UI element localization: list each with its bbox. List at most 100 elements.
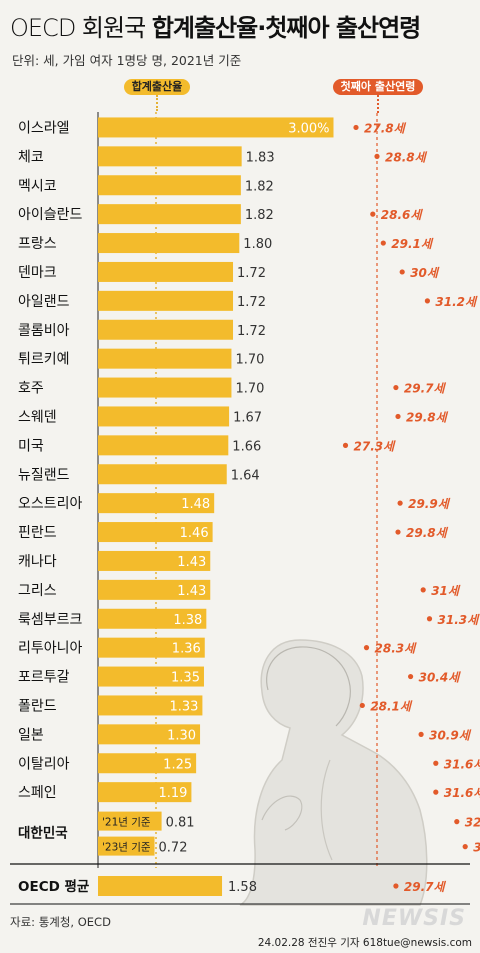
- age-dot: [380, 240, 386, 246]
- age-dot: [424, 298, 430, 304]
- tfr-value-label: 3.00%: [288, 121, 329, 136]
- legend-age-pill: 첫째아 출산연령: [333, 79, 423, 95]
- tfr-bar: [98, 117, 334, 138]
- age-dot: [433, 789, 439, 795]
- newsis-logo: NEWSIS: [362, 906, 466, 931]
- tfr-bar: [98, 406, 230, 427]
- tfr-value-label: 1.70: [235, 353, 264, 368]
- title-bold: 합계출산율·첫째아 출산연령: [151, 14, 421, 42]
- age-dot: [363, 645, 370, 651]
- tfr-bar: [98, 175, 241, 196]
- tfr-value-label: 1.38: [173, 613, 202, 628]
- tfr-value-label: 1.25: [163, 757, 192, 772]
- country-label: 캐나다: [18, 554, 57, 570]
- oecd-age-dot: [393, 883, 399, 889]
- tfr-bar: [98, 579, 211, 600]
- korea-year-label: '23년 기준: [102, 842, 151, 854]
- korea-age-label: 32.6세: [465, 816, 480, 830]
- age-dot: [395, 413, 401, 420]
- age-value-label: 29.1세: [391, 237, 434, 251]
- age-value-label: 27.8세: [364, 121, 407, 135]
- tfr-bar: [98, 233, 240, 254]
- tfr-bar: [98, 377, 232, 398]
- legend-age-connector: [377, 95, 379, 113]
- age-value-label: 28.1세: [370, 699, 413, 713]
- age-value-label: 31.3세: [438, 613, 480, 627]
- tfr-bar: [98, 637, 205, 658]
- title-light: OECD 회원국: [10, 14, 146, 42]
- tfr-bar: [98, 522, 213, 543]
- age-dot: [370, 211, 376, 217]
- oecd-tfr-value: 1.58: [228, 880, 257, 895]
- age-dot: [393, 384, 399, 391]
- age-dot: [374, 153, 380, 159]
- tfr-value-label: 1.82: [245, 208, 274, 223]
- country-label: 스웨덴: [18, 409, 57, 425]
- tfr-value-label: 1.48: [181, 497, 210, 512]
- age-value-label: 30세: [410, 266, 440, 280]
- age-value-label: 30.9세: [429, 728, 472, 742]
- tfr-bar: [98, 782, 192, 803]
- country-label: 리투아니아: [18, 641, 83, 657]
- age-dot: [359, 702, 365, 709]
- korea-tfr-value: 0.72: [159, 841, 188, 856]
- country-label: 오스트리아: [18, 496, 83, 512]
- tfr-value-label: 1.33: [169, 699, 198, 714]
- page-title: OECD 회원국 합계출산율·첫째아 출산연령: [10, 8, 421, 43]
- tfr-bar: [98, 146, 242, 167]
- tfr-value-label: 1.35: [171, 671, 200, 686]
- tfr-bar: [98, 695, 203, 716]
- age-dot: [420, 587, 426, 593]
- country-label: 핀란드: [18, 525, 57, 541]
- age-dot: [426, 616, 433, 622]
- country-label: 룩셈부르크: [18, 612, 83, 628]
- tfr-value-label: 1.36: [172, 642, 201, 657]
- tfr-bar: [98, 724, 201, 745]
- country-label: 일본: [18, 727, 44, 743]
- country-label: 튀르키예: [18, 352, 70, 368]
- age-value-label: 27.3세: [354, 439, 397, 453]
- oecd-age-label: 29.7세: [404, 880, 447, 894]
- korea-year-label: '21년 기준: [102, 817, 151, 829]
- tfr-value-label: 1.43: [177, 555, 206, 570]
- tfr-value-label: 1.64: [231, 468, 260, 483]
- korea-tfr-value: 0.81: [166, 816, 195, 831]
- tfr-value-label: 1.70: [235, 382, 264, 397]
- tfr-bar: [98, 493, 215, 514]
- country-label: 아이슬란드: [18, 207, 83, 223]
- country-label: 멕시코: [18, 178, 57, 194]
- oecd-average-label: OECD 평균: [18, 878, 90, 895]
- korea-tfr-bar: [98, 836, 155, 856]
- tfr-bar: [98, 666, 204, 687]
- tfr-value-label: 1.46: [180, 526, 209, 541]
- country-label: 이탈리아: [18, 756, 70, 772]
- age-dot: [399, 269, 405, 275]
- korea-age-dot: [454, 819, 460, 825]
- unit-subtitle: 단위: 세, 가임 여자 1명당 명, 2021년 기준: [12, 53, 242, 68]
- age-value-label: 28.8세: [385, 150, 428, 164]
- country-label: 이스라엘: [18, 120, 70, 136]
- country-label: 콜롬비아: [18, 323, 70, 339]
- country-label: 미국: [18, 438, 44, 454]
- age-value-label: 28.6세: [381, 208, 424, 222]
- tfr-value-label: 1.66: [232, 439, 261, 454]
- tfr-bar: [98, 550, 211, 571]
- age-dot: [408, 673, 414, 680]
- tfr-bar: [98, 319, 234, 340]
- age-value-label: 31세: [431, 584, 461, 598]
- legend-tfr-pill: 합계출산율: [124, 79, 190, 95]
- age-dot: [397, 500, 403, 506]
- credit-line: 24.02.28 전진우 기자 618tue@newsis.com: [257, 937, 472, 949]
- korea-age-dot: [462, 844, 468, 850]
- age-value-label: 29.7세: [404, 382, 447, 396]
- age-value-label: 28.3세: [375, 642, 418, 656]
- tfr-value-label: 1.72: [237, 266, 266, 281]
- korea-tfr-bar: [98, 811, 162, 831]
- country-label: 포르투갈: [18, 670, 70, 686]
- age-value-label: 29.8세: [406, 410, 449, 424]
- oecd-tfr-bar: [98, 876, 223, 896]
- tfr-bar: [98, 608, 207, 629]
- tfr-bar: [98, 290, 234, 311]
- country-label: 체코: [18, 149, 44, 165]
